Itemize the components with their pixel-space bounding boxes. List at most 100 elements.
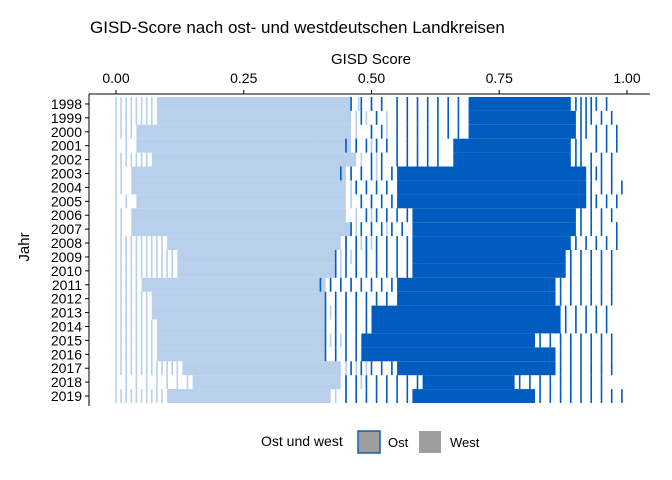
heat-tick-west-2014-2 xyxy=(125,319,127,334)
heat-tick-west-2019-3 xyxy=(130,389,133,403)
heat-tick-west-2017-11 xyxy=(171,361,173,376)
heat-tick-ost-2019-3 xyxy=(375,389,378,403)
heat-tick-ost-2008-9 xyxy=(595,236,598,250)
heat-tick-ost-2019-8 xyxy=(549,389,552,403)
heat-tick-west-2012-0 xyxy=(115,291,117,306)
heat-tick-ost-2000-10 xyxy=(585,124,587,139)
heat-band-west-2000 xyxy=(136,124,351,139)
heat-tick-ost-2016-8 xyxy=(600,347,603,362)
heat-tick-ost-2004-1 xyxy=(365,180,368,195)
heat-tick-ost-2001-3 xyxy=(375,138,378,153)
heat-tick-ost-2008-10 xyxy=(605,236,608,250)
heat-tick-ost-2017-8 xyxy=(590,361,592,376)
heat-tick-ost-2017-10 xyxy=(610,361,613,376)
heat-tick-ost-2019-11 xyxy=(580,389,582,403)
heat-tick-west-2005-1 xyxy=(125,194,127,209)
heat-tick-west-2012-4 xyxy=(135,291,138,306)
y-tick-label-2005: 2005 xyxy=(51,193,82,209)
heat-tick-ost-2010-12 xyxy=(610,263,613,278)
heat-tick-ost-2007-6 xyxy=(580,222,582,237)
heat-tick-ost-2013-3 xyxy=(355,305,357,320)
heat-tick-west-2007-1 xyxy=(120,222,122,237)
heat-tick-ost-1998-7 xyxy=(426,97,429,111)
heat-band-west-2010 xyxy=(177,263,336,278)
heat-tick-west-2004-0 xyxy=(115,180,117,195)
heat-tick-west-2016-7 xyxy=(151,347,153,362)
heat-tick-ost-2007-4 xyxy=(391,222,393,237)
heat-tick-west-2017-8 xyxy=(156,361,158,376)
heat-tick-ost-2003-9 xyxy=(610,166,613,181)
heat-tick-west-2018-13 xyxy=(360,375,363,390)
heat-tick-west-2015-10 xyxy=(340,333,342,348)
heat-tick-west-2012-7 xyxy=(319,291,322,306)
heat-tick-west-2001-1 xyxy=(125,138,127,153)
heat-tick-ost-2019-15 xyxy=(621,389,623,403)
heat-tick-ost-2011-3 xyxy=(350,277,352,292)
heat-tick-ost-2014-8 xyxy=(595,319,598,334)
heat-tick-west-2018-3 xyxy=(145,375,148,390)
heat-tick-ost-1998-4 xyxy=(396,97,398,111)
heat-tick-west-2009-9 xyxy=(161,250,163,264)
heat-tick-ost-2013-0 xyxy=(324,305,327,320)
y-tick-label-2014: 2014 xyxy=(51,319,82,335)
heat-tick-west-1999-9 xyxy=(365,110,368,125)
heat-band-west-2007 xyxy=(131,222,351,237)
heat-tick-ost-1998-11 xyxy=(575,97,577,111)
heat-tick-west-2013-1 xyxy=(120,305,122,320)
heat-tick-west-2015-1 xyxy=(120,333,122,348)
heat-tick-ost-2019-13 xyxy=(600,389,603,403)
heat-tick-west-2003-4 xyxy=(375,166,378,181)
heat-tick-west-2018-5 xyxy=(166,375,168,390)
heat-tick-west-2016-8 xyxy=(319,347,322,362)
heat-tick-ost-2000-13 xyxy=(616,124,618,139)
heat-tick-ost-2002-6 xyxy=(437,152,439,167)
heat-tick-ost-2009-2 xyxy=(355,250,357,264)
heat-band-west-2017 xyxy=(182,361,341,376)
heat-band-west-2001 xyxy=(136,138,351,153)
heat-tick-ost-2000-9 xyxy=(580,124,582,139)
heat-tick-ost-2011-12 xyxy=(600,277,603,292)
heat-tick-ost-2013-9 xyxy=(605,305,608,320)
heat-tick-ost-1998-10 xyxy=(457,97,460,111)
heat-tick-ost-2013-1 xyxy=(334,305,337,320)
heat-tick-ost-2007-1 xyxy=(360,222,363,237)
heat-tick-ost-2012-4 xyxy=(365,291,368,306)
heat-tick-west-2015-4 xyxy=(135,333,138,348)
heat-tick-ost-2008-7 xyxy=(575,236,577,250)
heat-tick-west-2014-8 xyxy=(319,319,322,334)
heat-tick-ost-2001-0 xyxy=(345,138,347,153)
heat-tick-west-2019-7 xyxy=(151,389,153,403)
heat-tick-west-1999-3 xyxy=(130,110,133,125)
heat-tick-west-2018-2 xyxy=(135,375,138,390)
heat-tick-west-2018-6 xyxy=(176,375,179,390)
heat-tick-ost-2009-0 xyxy=(334,250,337,264)
heat-tick-ost-2018-2 xyxy=(365,375,368,390)
heat-tick-ost-1999-4 xyxy=(416,110,419,125)
heat-tick-ost-2013-5 xyxy=(564,305,567,320)
heat-tick-west-2019-9 xyxy=(161,389,163,403)
heat-tick-ost-2005-6 xyxy=(605,194,608,209)
heat-tick-west-2017-7 xyxy=(151,361,153,376)
heat-tick-ost-2019-14 xyxy=(610,389,613,403)
heat-tick-ost-2003-3 xyxy=(370,166,373,181)
heat-tick-ost-2009-8 xyxy=(570,250,572,264)
heat-tick-ost-2017-6 xyxy=(570,361,572,376)
heat-tick-ost-2006-2 xyxy=(386,208,388,223)
heat-tick-west-2009-1 xyxy=(120,250,122,264)
y-tick-label-2001: 2001 xyxy=(51,138,82,154)
heat-tick-ost-2003-1 xyxy=(350,166,352,181)
heat-tick-ost-2018-4 xyxy=(386,375,388,390)
heat-tick-ost-2016-7 xyxy=(590,347,592,362)
heat-tick-ost-2013-6 xyxy=(575,305,577,320)
heat-tick-west-2012-1 xyxy=(120,291,122,306)
heat-band-west-2011 xyxy=(141,277,326,292)
heat-tick-ost-2003-7 xyxy=(595,166,598,181)
heat-tick-west-2014-3 xyxy=(130,319,133,334)
heat-tick-ost-2000-8 xyxy=(457,124,460,139)
legend: Ost und west Ost West xyxy=(261,430,480,454)
y-tick-label-2009: 2009 xyxy=(51,249,82,265)
heat-tick-ost-2016-1 xyxy=(334,347,337,362)
heat-band-ost-2012 xyxy=(397,291,556,306)
heat-tick-west-2008-11 xyxy=(360,236,363,250)
heat-tick-ost-2014-9 xyxy=(605,319,608,334)
